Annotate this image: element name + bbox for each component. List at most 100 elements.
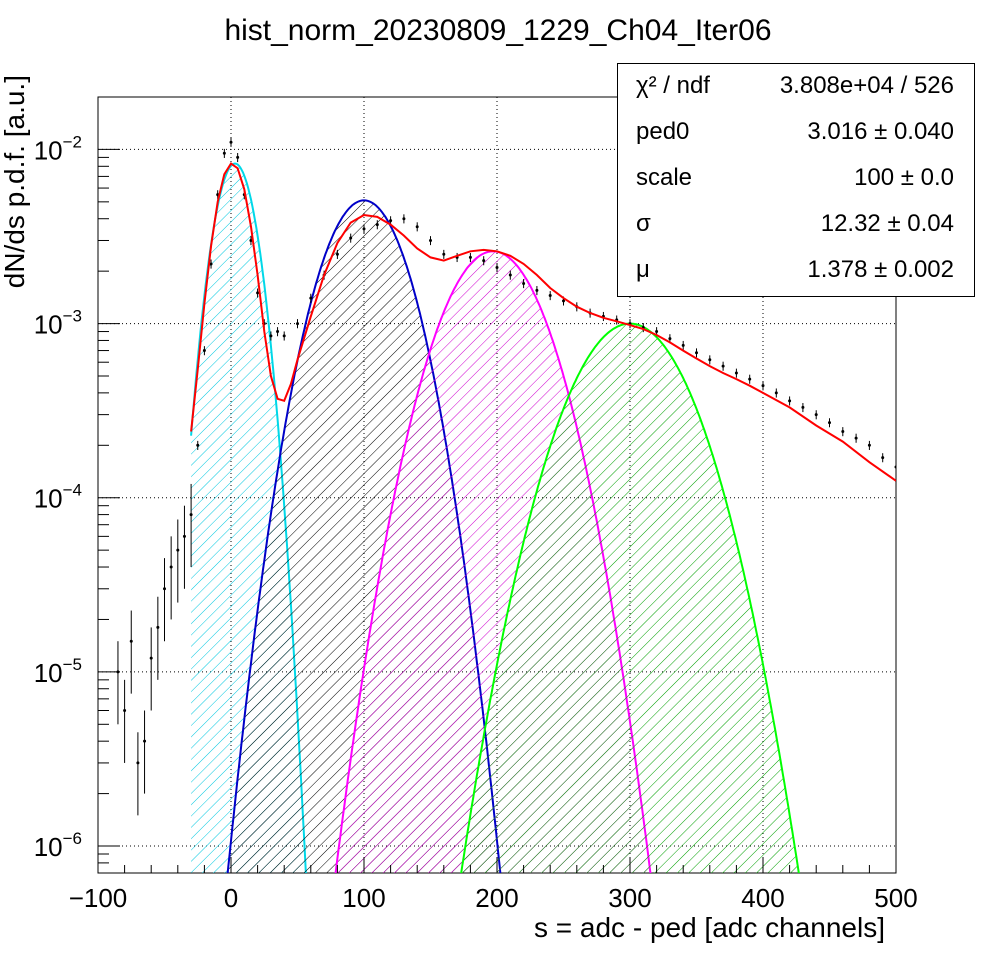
- data-point: [362, 227, 366, 231]
- histogram-point: [708, 355, 712, 365]
- data-point: [508, 273, 512, 277]
- histogram-point: [828, 418, 831, 428]
- stats-value: 1.378 ± 0.002: [807, 256, 954, 283]
- histogram-point: [894, 462, 896, 472]
- histogram-point: [335, 249, 339, 259]
- y-tick-label: 10−5: [34, 655, 82, 688]
- histogram-point: [881, 453, 885, 463]
- stats-row-scale: scale 100 ± 0.0: [618, 156, 974, 202]
- data-point: [774, 391, 778, 395]
- data-point: [482, 259, 486, 263]
- histogram-point: [296, 319, 299, 329]
- histogram-point: [349, 233, 353, 243]
- stats-row-mu: μ 1.378 ± 0.002: [618, 248, 974, 294]
- data-point: [282, 334, 286, 338]
- data-point: [309, 296, 313, 300]
- histogram-point: [508, 270, 512, 280]
- data-point: [867, 443, 871, 447]
- fit-stats-box: χ² / ndf 3.808e+04 / 526 ped0 3.016 ± 0.…: [617, 63, 975, 297]
- data-point: [721, 364, 725, 368]
- data-point: [881, 456, 885, 460]
- y-tick-label: 10−4: [34, 481, 82, 514]
- histogram-point: [548, 291, 552, 301]
- y-tick-label: 10−6: [34, 829, 82, 862]
- data-point: [123, 709, 127, 713]
- x-tick-label: 400: [741, 883, 784, 913]
- data-point: [249, 238, 253, 242]
- data-point: [296, 322, 299, 326]
- x-tick-label: −100: [69, 883, 128, 913]
- stats-key: μ: [636, 256, 650, 283]
- histogram-point: [156, 596, 160, 680]
- component-curve: [460, 322, 800, 873]
- data-point: [828, 421, 831, 425]
- histogram-point: [123, 679, 127, 763]
- data-point: [535, 288, 539, 292]
- data-point: [156, 625, 160, 629]
- x-tick-label: 200: [475, 883, 518, 913]
- histogram-point: [788, 396, 792, 406]
- data-point: [468, 255, 472, 259]
- data-point: [202, 349, 206, 353]
- data-point: [429, 238, 432, 242]
- histogram-point: [854, 433, 858, 443]
- data-point: [209, 262, 213, 266]
- x-tick-label: 500: [874, 883, 917, 913]
- histogram-point: [236, 152, 240, 163]
- data-point: [229, 140, 233, 144]
- data-point: [163, 587, 166, 591]
- data-point: [176, 548, 180, 552]
- x-tick-label: 300: [608, 883, 651, 913]
- data-point: [375, 223, 379, 227]
- chart-title: hist_norm_20230809_1229_Ch04_Iter06: [224, 14, 772, 47]
- data-point: [182, 534, 186, 538]
- histogram-point: [468, 252, 472, 263]
- data-point: [841, 430, 845, 434]
- histogram-point: [222, 148, 226, 158]
- data-point: [335, 252, 339, 256]
- histogram-point: [535, 286, 539, 296]
- data-point: [801, 405, 805, 409]
- stats-row-chi2: χ² / ndf 3.808e+04 / 526: [618, 64, 974, 110]
- x-tick-label: 0: [224, 883, 238, 913]
- histogram-point: [362, 224, 366, 234]
- component-curve: [226, 199, 502, 873]
- plot-body: [116, 137, 896, 873]
- histogram-point: [495, 263, 499, 273]
- stats-key: χ² / ndf: [636, 72, 710, 99]
- data-point: [256, 291, 260, 295]
- histogram-point: [442, 249, 446, 259]
- histogram-point: [841, 427, 845, 437]
- histogram-point: [256, 288, 260, 298]
- data-point: [415, 225, 419, 229]
- data-point: [708, 358, 712, 362]
- histogram-point: [734, 368, 738, 378]
- data-point: [854, 436, 858, 440]
- stats-key: scale: [636, 164, 693, 191]
- histogram-point: [269, 331, 273, 341]
- histogram-point: [402, 214, 406, 224]
- histogram-point: [176, 519, 180, 603]
- data-point: [734, 371, 738, 375]
- component-curve: [334, 250, 652, 873]
- histogram-point: [455, 252, 459, 263]
- histogram-point: [149, 627, 153, 711]
- y-tick-label: 10−2: [34, 132, 82, 165]
- stats-value: 3.016 ± 0.040: [807, 118, 954, 145]
- histogram-point: [814, 410, 818, 420]
- data-point: [169, 565, 173, 569]
- stats-value: 3.808e+04 / 526: [779, 72, 954, 99]
- data-point: [269, 334, 273, 338]
- data-point: [389, 219, 393, 223]
- data-point: [129, 639, 133, 643]
- data-point: [562, 299, 565, 303]
- histogram-point: [482, 256, 486, 266]
- histogram-point: [129, 610, 133, 694]
- data-point: [442, 252, 446, 256]
- stats-key: σ: [636, 210, 651, 237]
- data-point: [143, 739, 147, 743]
- histogram-point: [761, 381, 765, 391]
- data-point: [136, 761, 140, 765]
- y-tick-label: 10−3: [34, 307, 82, 340]
